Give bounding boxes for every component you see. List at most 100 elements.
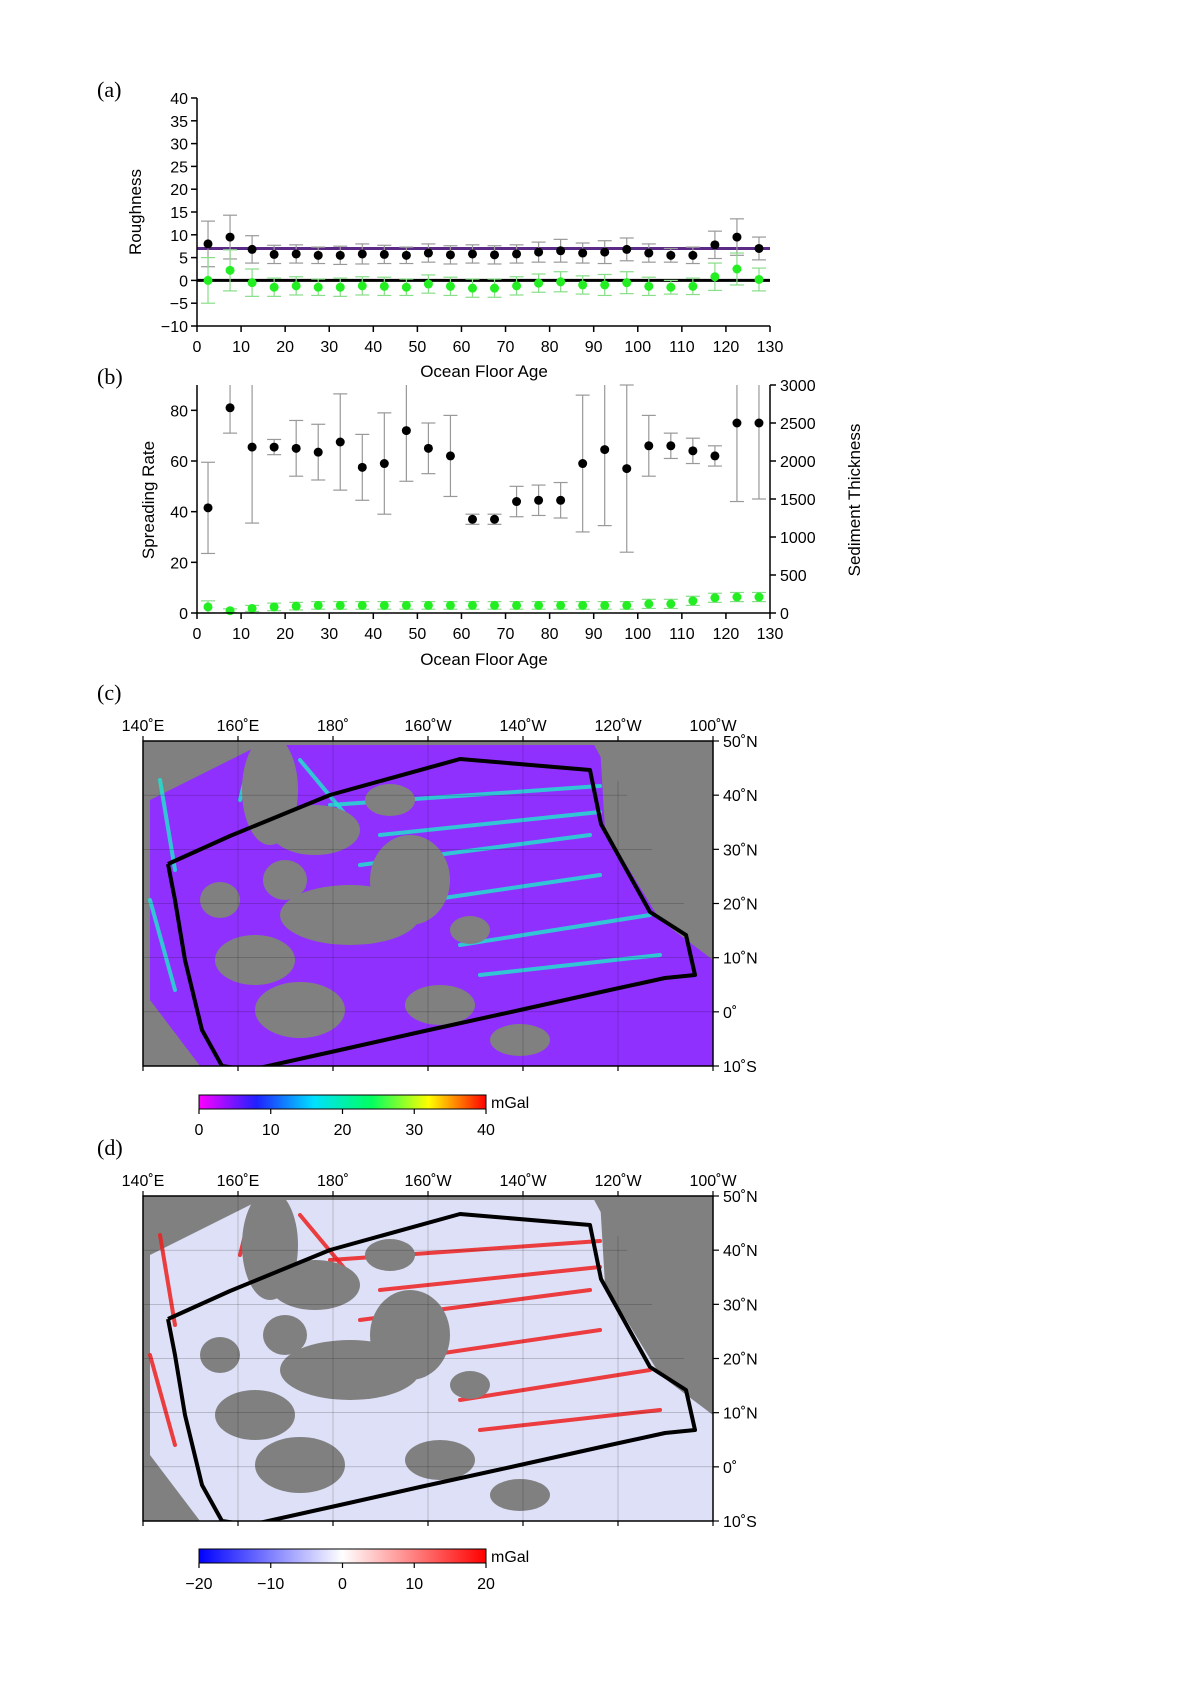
data-point — [291, 281, 301, 291]
latitude-label: 10˚N — [723, 1406, 758, 1423]
data-point — [710, 272, 720, 282]
panel-c-gravity-roughness-map: (c) 140˚E 160˚E 180˚ 160˚W 140˚W 120˚W 100˚W 5… — [97, 680, 758, 1139]
no-data-patch — [450, 916, 490, 944]
colorbar-tick-label: −20 — [185, 1576, 212, 1593]
panel-c-colorbar — [198, 1094, 487, 1110]
panel-c-graticule — [143, 741, 713, 1066]
data-point — [467, 514, 477, 524]
colorbar-tick-label: 20 — [334, 1122, 352, 1139]
no-data-patch — [215, 935, 295, 985]
data-point — [666, 441, 676, 451]
panel-c-north-america-land — [590, 741, 713, 935]
fracture-zone — [428, 873, 602, 902]
data-point — [445, 281, 455, 291]
data-point — [269, 602, 279, 612]
panel-a-x-ticks: 0 10 20 30 40 50 60 70 80 90 100 110 120 130 — [193, 326, 784, 356]
no-data-patch — [270, 1260, 360, 1310]
data-point — [556, 495, 566, 505]
panel-b-y2-ticks: 0 500 1000 1500 2000 2500 3000 — [770, 378, 816, 623]
panel-d-latitude-labels: 50˚N 40˚N 30˚N 20˚N 10˚N 0˚ 10˚S — [713, 1189, 758, 1531]
x-tick-label: 30 — [320, 339, 338, 356]
data-point — [688, 281, 698, 291]
longitude-label: 160˚E — [217, 1173, 260, 1190]
data-point — [379, 600, 389, 610]
panel-c-colorbar-ticks: 0 10 20 30 40 — [195, 1109, 495, 1139]
x-tick-label: 50 — [408, 339, 426, 356]
y-tick-label: −5 — [170, 296, 188, 313]
data-point — [313, 250, 323, 260]
data-point — [247, 442, 257, 452]
panel-d-label: (d) — [97, 1135, 123, 1160]
data-point — [203, 503, 213, 513]
x-tick-label: 110 — [669, 626, 695, 643]
x-tick-label: 110 — [669, 339, 695, 356]
data-point — [578, 248, 588, 258]
data-point — [644, 281, 654, 291]
data-point — [335, 250, 345, 260]
panel-b-x-axis-title: Ocean Floor Age — [420, 650, 548, 669]
data-point — [335, 600, 345, 610]
y2-tick-label: 2500 — [780, 416, 816, 433]
x-tick-label: 10 — [232, 339, 250, 356]
panel-d-fracture-zones — [148, 1213, 662, 1447]
data-point — [600, 600, 610, 610]
data-point — [379, 281, 389, 291]
data-point — [423, 443, 433, 453]
data-point — [512, 249, 522, 259]
panel-a-series-1 — [201, 249, 766, 304]
y-tick-label: 35 — [170, 114, 188, 131]
data-point — [512, 600, 522, 610]
longitude-label: 100˚W — [689, 1173, 737, 1190]
data-point — [313, 600, 323, 610]
data-point — [313, 447, 323, 457]
x-tick-label: 130 — [757, 339, 784, 356]
fracture-zone — [458, 1368, 652, 1402]
latitude-label: 30˚N — [723, 1297, 758, 1314]
data-point — [291, 443, 301, 453]
panel-a-label: (a) — [97, 77, 121, 102]
data-point — [401, 250, 411, 260]
latitude-label: 20˚N — [723, 1352, 758, 1369]
data-point — [225, 265, 235, 275]
latitude-label: 10˚N — [723, 951, 758, 968]
fracture-zone — [148, 1353, 177, 1447]
panel-a-roughness-chart: (a) 0 10 20 30 40 50 60 70 80 90 100 110 120 130 −10−… — [97, 77, 783, 381]
data-point — [335, 282, 345, 292]
x-tick-label: 40 — [364, 626, 382, 643]
data-point — [578, 459, 588, 469]
x-tick-label: 80 — [541, 626, 559, 643]
data-point — [335, 437, 345, 447]
colorbar-tick-label: 10 — [405, 1576, 423, 1593]
data-point — [732, 232, 742, 242]
data-point — [710, 451, 720, 461]
data-point — [622, 244, 632, 254]
panel-b-spreading-rate-chart: (b) 0 10 20 30 40 50 60 70 80 90 100 110 120 130 0 20 4… — [97, 364, 864, 669]
data-point — [490, 600, 500, 610]
data-point — [534, 278, 544, 288]
panel-b-series-0 — [201, 384, 766, 555]
longitude-label: 140˚E — [122, 718, 165, 735]
y-tick-label: 0 — [179, 606, 188, 623]
data-point — [556, 246, 566, 256]
y-tick-label: 40 — [170, 91, 188, 108]
no-data-patch — [263, 1315, 307, 1355]
fracture-zone — [148, 898, 177, 992]
data-point — [512, 281, 522, 291]
data-point — [600, 280, 610, 290]
data-point — [710, 593, 720, 603]
data-point — [710, 240, 720, 250]
no-data-patch — [490, 1479, 550, 1511]
data-point — [291, 249, 301, 259]
panel-d-colorbar — [198, 1548, 487, 1564]
x-tick-label: 60 — [453, 626, 471, 643]
panel-b-marks — [201, 384, 766, 616]
data-point — [666, 599, 676, 609]
data-point — [225, 232, 235, 242]
data-point — [423, 600, 433, 610]
longitude-label: 140˚E — [122, 1173, 165, 1190]
data-point — [423, 279, 433, 289]
no-data-patch — [255, 982, 345, 1038]
data-point — [688, 596, 698, 606]
data-point — [269, 249, 279, 259]
x-tick-label: 90 — [585, 339, 603, 356]
